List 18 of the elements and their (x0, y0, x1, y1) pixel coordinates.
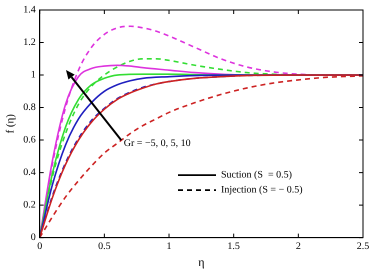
y-tick-label: 0.8 (23, 102, 36, 114)
legend-label: Suction (S = 0.5) (221, 170, 292, 181)
legend-label: Injection (S = − 0.5) (221, 184, 303, 196)
y-tick-label: 0.2 (23, 200, 36, 211)
y-axis-title: f (η) (4, 114, 16, 134)
y-tick-label: 0.6 (23, 134, 36, 146)
x-tick-label: 0.5 (98, 241, 111, 252)
x-tick-label: 2 (296, 241, 301, 252)
y-tick-label: 1 (30, 70, 36, 81)
x-tick-label: 1 (166, 241, 172, 252)
y-tick-label: 0.4 (23, 167, 36, 178)
x-tick-label: 2.5 (356, 241, 370, 252)
y-tick-label: 1.2 (23, 37, 36, 48)
annotation: Gr = −5, 0, 5, 10 (124, 138, 191, 149)
x-tick-label: 1.5 (227, 241, 240, 252)
y-tick-label: 1.4 (23, 4, 36, 16)
y-tick-label: 0 (30, 232, 36, 244)
x-axis-title: η (198, 254, 204, 269)
